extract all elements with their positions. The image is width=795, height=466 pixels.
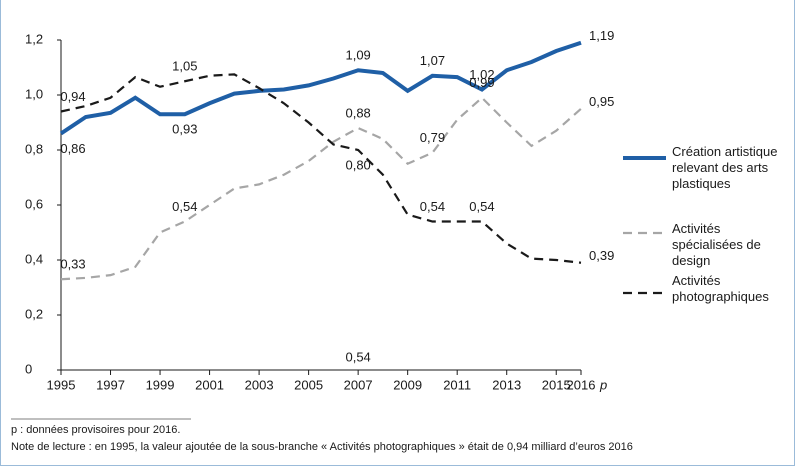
series-line [60,73,582,264]
data-label: 1,07 [420,53,445,68]
x-tick-label: 2011 [443,377,471,392]
series-line [60,96,582,281]
y-tick-label: 0,8 [25,141,43,156]
data-label: 0,93 [172,122,197,137]
data-label: 0,39 [589,248,614,263]
y-tick-label: 0,2 [25,306,43,321]
x-tick-label: 2007 [344,377,373,392]
x-tick-label: 2013 [492,377,521,392]
footnote: p : données provisoires pour 2016. [11,424,181,436]
data-label: 0,54 [172,199,197,214]
data-label: 1,19 [589,28,614,43]
x-tick-label: 2005 [294,377,323,392]
y-tick-label: 0 [25,361,32,376]
data-label: 0,88 [345,105,370,120]
x-tick-label: 2015 [542,377,571,392]
x-tick-label: 1995 [47,377,76,392]
legend-label: Activités photographiques [672,273,769,304]
legend-label: Création artistique relevant des arts pl… [672,144,778,191]
x-tick-label: 2009 [393,377,422,392]
data-label: 0,86 [60,141,85,156]
data-label: 0,95 [589,94,614,109]
data-label: 0,99 [469,75,494,90]
y-tick-label: 1,2 [25,31,43,46]
data-label: 0,80 [345,157,370,172]
provisional-marker: p [599,377,607,392]
x-tick-label: 1999 [146,377,175,392]
y-tick-label: 0,6 [25,196,43,211]
data-label: 0,79 [420,130,445,145]
data-label: 0,94 [60,89,85,104]
y-tick-label: 0,4 [25,251,43,266]
x-tick-label: 2001 [195,377,224,392]
series-line [59,40,582,136]
legend-label: Activités spécialisées de design [672,221,761,268]
note: Note de lecture : en 1995, la valeur ajo… [11,441,633,453]
data-label: 0,54 [420,199,445,214]
data-label: 0,33 [60,257,85,272]
data-label: 1,09 [345,48,370,63]
x-tick-label: 1997 [96,377,125,392]
y-tick-label: 1,0 [25,86,43,101]
x-tick-label: 2003 [245,377,274,392]
x-tick-label: 2016 [567,377,596,392]
data-label: 1,02 [469,67,494,82]
data-label: 1,05 [172,59,197,74]
annotation: 0,54 [345,349,370,364]
data-label: 0,54 [469,199,494,214]
